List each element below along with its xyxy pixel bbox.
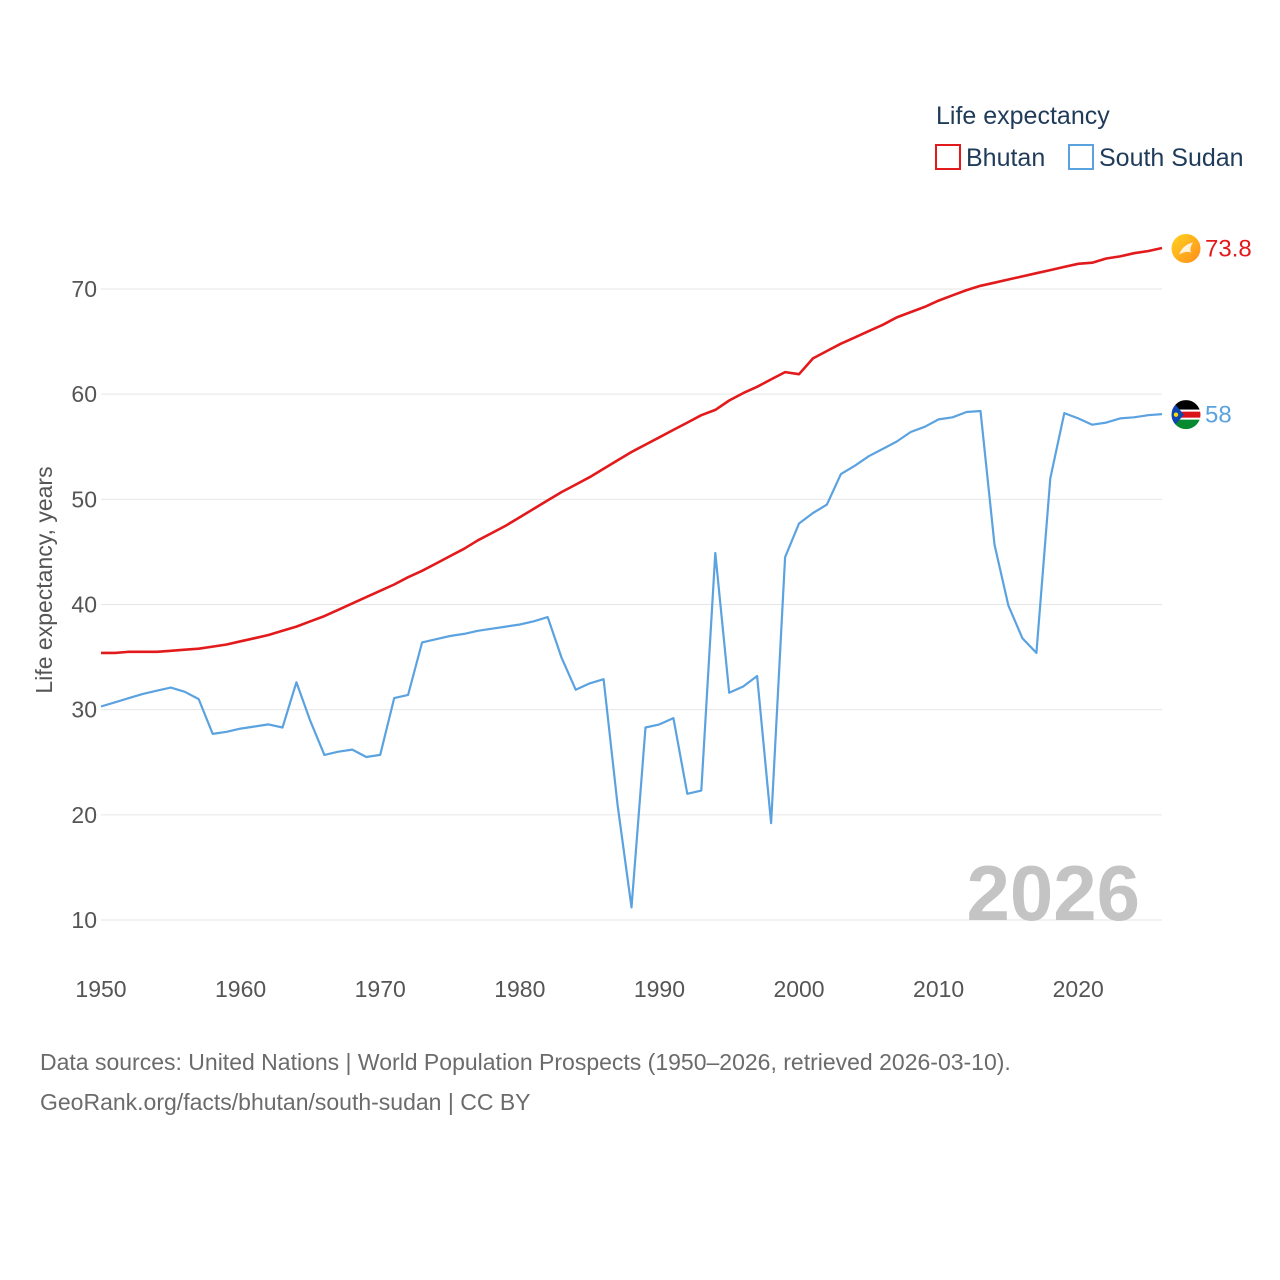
- grid-lines: [101, 288, 1162, 921]
- life-expectancy-chart: 10 20 30 40 50 60 70 1950 1960 1970 1980 1990 2000 2…: [31, 102, 1252, 1002]
- x-tick-label: 1980: [494, 976, 545, 1002]
- x-tick-label: 1990: [634, 976, 685, 1002]
- x-tick-label: 2010: [913, 976, 964, 1002]
- end-value-label-bhutan: 73.8: [1205, 235, 1252, 262]
- series-line-south-sudan[interactable]: [100, 409, 1163, 909]
- source-line-2: GeoRank.org/facts/bhutan/south-sudan | C…: [40, 1089, 531, 1115]
- year-watermark: 2026: [966, 849, 1140, 937]
- series-lines: [100, 246, 1163, 909]
- south-sudan-flag-icon: [1170, 399, 1202, 431]
- y-tick-label: 70: [71, 276, 97, 302]
- end-value-label-south-sudan: 58: [1205, 402, 1232, 429]
- x-tick-label: 1970: [355, 976, 406, 1002]
- y-tick-label: 10: [71, 907, 97, 933]
- y-tick-label: 50: [71, 486, 97, 512]
- legend-swatch-bhutan[interactable]: [935, 144, 961, 170]
- y-tick-label: 60: [71, 381, 97, 407]
- legend-title: Life expectancy: [936, 102, 1110, 130]
- legend: Life expectancy Bhutan South Sudan: [935, 102, 1244, 172]
- source-note: Data sources: United Nations | World Pop…: [40, 1042, 1011, 1122]
- bhutan-flag-icon: [1170, 232, 1202, 264]
- series-end-labels: 73.8 58: [1170, 232, 1252, 431]
- x-tick-label: 2020: [1053, 976, 1104, 1002]
- source-line-1: Data sources: United Nations | World Pop…: [40, 1049, 1011, 1075]
- y-tick-label: 20: [71, 802, 97, 828]
- x-tick-label: 1960: [215, 976, 266, 1002]
- x-tick-label: 1950: [75, 976, 126, 1002]
- y-axis-label: Life expectancy, years: [31, 466, 57, 693]
- legend-swatch-south-sudan[interactable]: [1068, 144, 1094, 170]
- x-tick-label: 2000: [773, 976, 824, 1002]
- legend-label-south-sudan[interactable]: South Sudan: [1099, 144, 1244, 172]
- legend-label-bhutan[interactable]: Bhutan: [966, 144, 1045, 172]
- y-tick-label: 30: [71, 697, 97, 723]
- y-tick-label: 40: [71, 592, 97, 618]
- y-axis-ticks: 10 20 30 40 50 60 70: [71, 276, 97, 933]
- series-line-bhutan[interactable]: [101, 246, 1163, 655]
- x-axis-ticks: 1950 1960 1970 1980 1990 2000 2010 2020: [75, 976, 1103, 1002]
